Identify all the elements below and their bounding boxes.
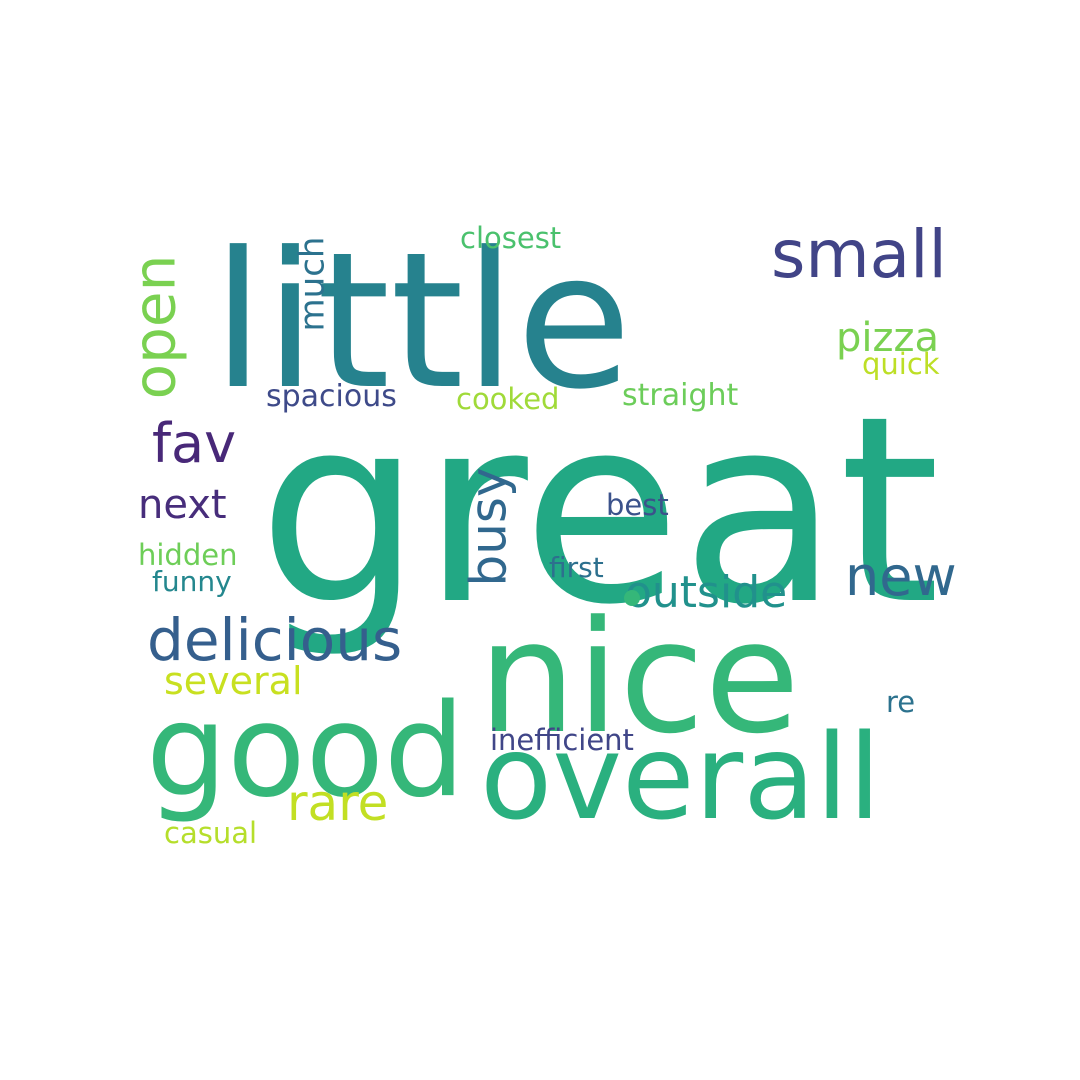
word-rare: rare bbox=[287, 774, 389, 832]
word-funny: funny bbox=[152, 565, 232, 598]
word-quick: quick bbox=[862, 347, 940, 381]
word-pizza: pizza bbox=[836, 315, 940, 361]
word-re: re bbox=[886, 685, 916, 719]
word-much: much bbox=[291, 236, 332, 332]
word-next: next bbox=[138, 482, 227, 528]
word-fav: fav bbox=[152, 412, 237, 475]
word-nice: nice bbox=[478, 587, 800, 768]
word-first: first bbox=[549, 551, 604, 584]
word-busy: busy bbox=[459, 467, 518, 587]
word-delicious: delicious bbox=[147, 606, 403, 674]
word-closest: closest bbox=[460, 221, 562, 255]
word-spacious: spacious bbox=[266, 379, 397, 414]
word-great: great bbox=[258, 361, 941, 661]
word-little: little bbox=[212, 212, 632, 431]
word-new: new bbox=[845, 545, 957, 608]
word-outside: outside bbox=[625, 567, 788, 618]
word-open: open bbox=[119, 254, 188, 400]
word-overall: overall bbox=[480, 708, 882, 846]
word-several: several bbox=[164, 659, 303, 703]
word-straight: straight bbox=[622, 378, 739, 413]
dot-mark bbox=[624, 590, 640, 606]
word-best: best bbox=[606, 488, 669, 522]
word-cooked: cooked bbox=[456, 382, 560, 416]
word-small: small bbox=[771, 216, 947, 293]
word-casual: casual bbox=[164, 816, 258, 850]
word-hidden: hidden bbox=[138, 538, 238, 572]
word-inefficient: inefficient bbox=[490, 723, 634, 757]
word-good: good bbox=[146, 677, 466, 826]
